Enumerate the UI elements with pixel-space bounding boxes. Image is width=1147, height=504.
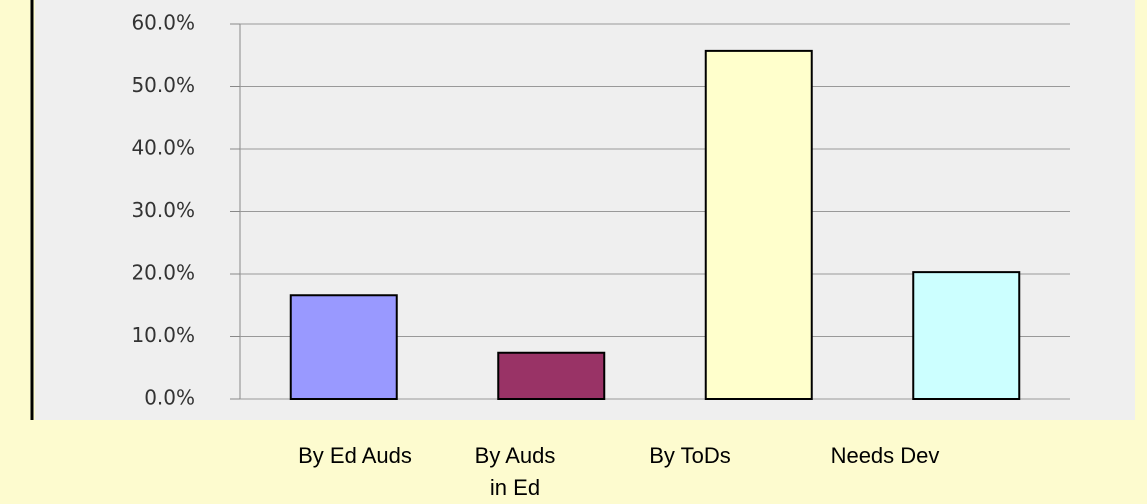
x-tick-label: By Auds in Ed [474, 443, 556, 500]
bar [912, 271, 1021, 400]
x-tick-label: By Ed Auds [298, 443, 412, 468]
bar [704, 49, 813, 400]
y-tick-label: 10.0% [131, 323, 195, 347]
y-tick-label: 50.0% [131, 73, 195, 97]
bar [497, 351, 606, 400]
bar [289, 294, 398, 400]
y-tick-label: 20.0% [131, 261, 195, 285]
x-tick-label: Needs Dev [830, 443, 940, 468]
x-tick-label: By ToDs [649, 443, 731, 468]
y-tick-label: 0.0% [144, 386, 195, 410]
y-tick-label: 40.0% [131, 136, 195, 160]
y-tick-label: 60.0% [131, 11, 195, 35]
y-tick-label: 30.0% [131, 198, 195, 222]
